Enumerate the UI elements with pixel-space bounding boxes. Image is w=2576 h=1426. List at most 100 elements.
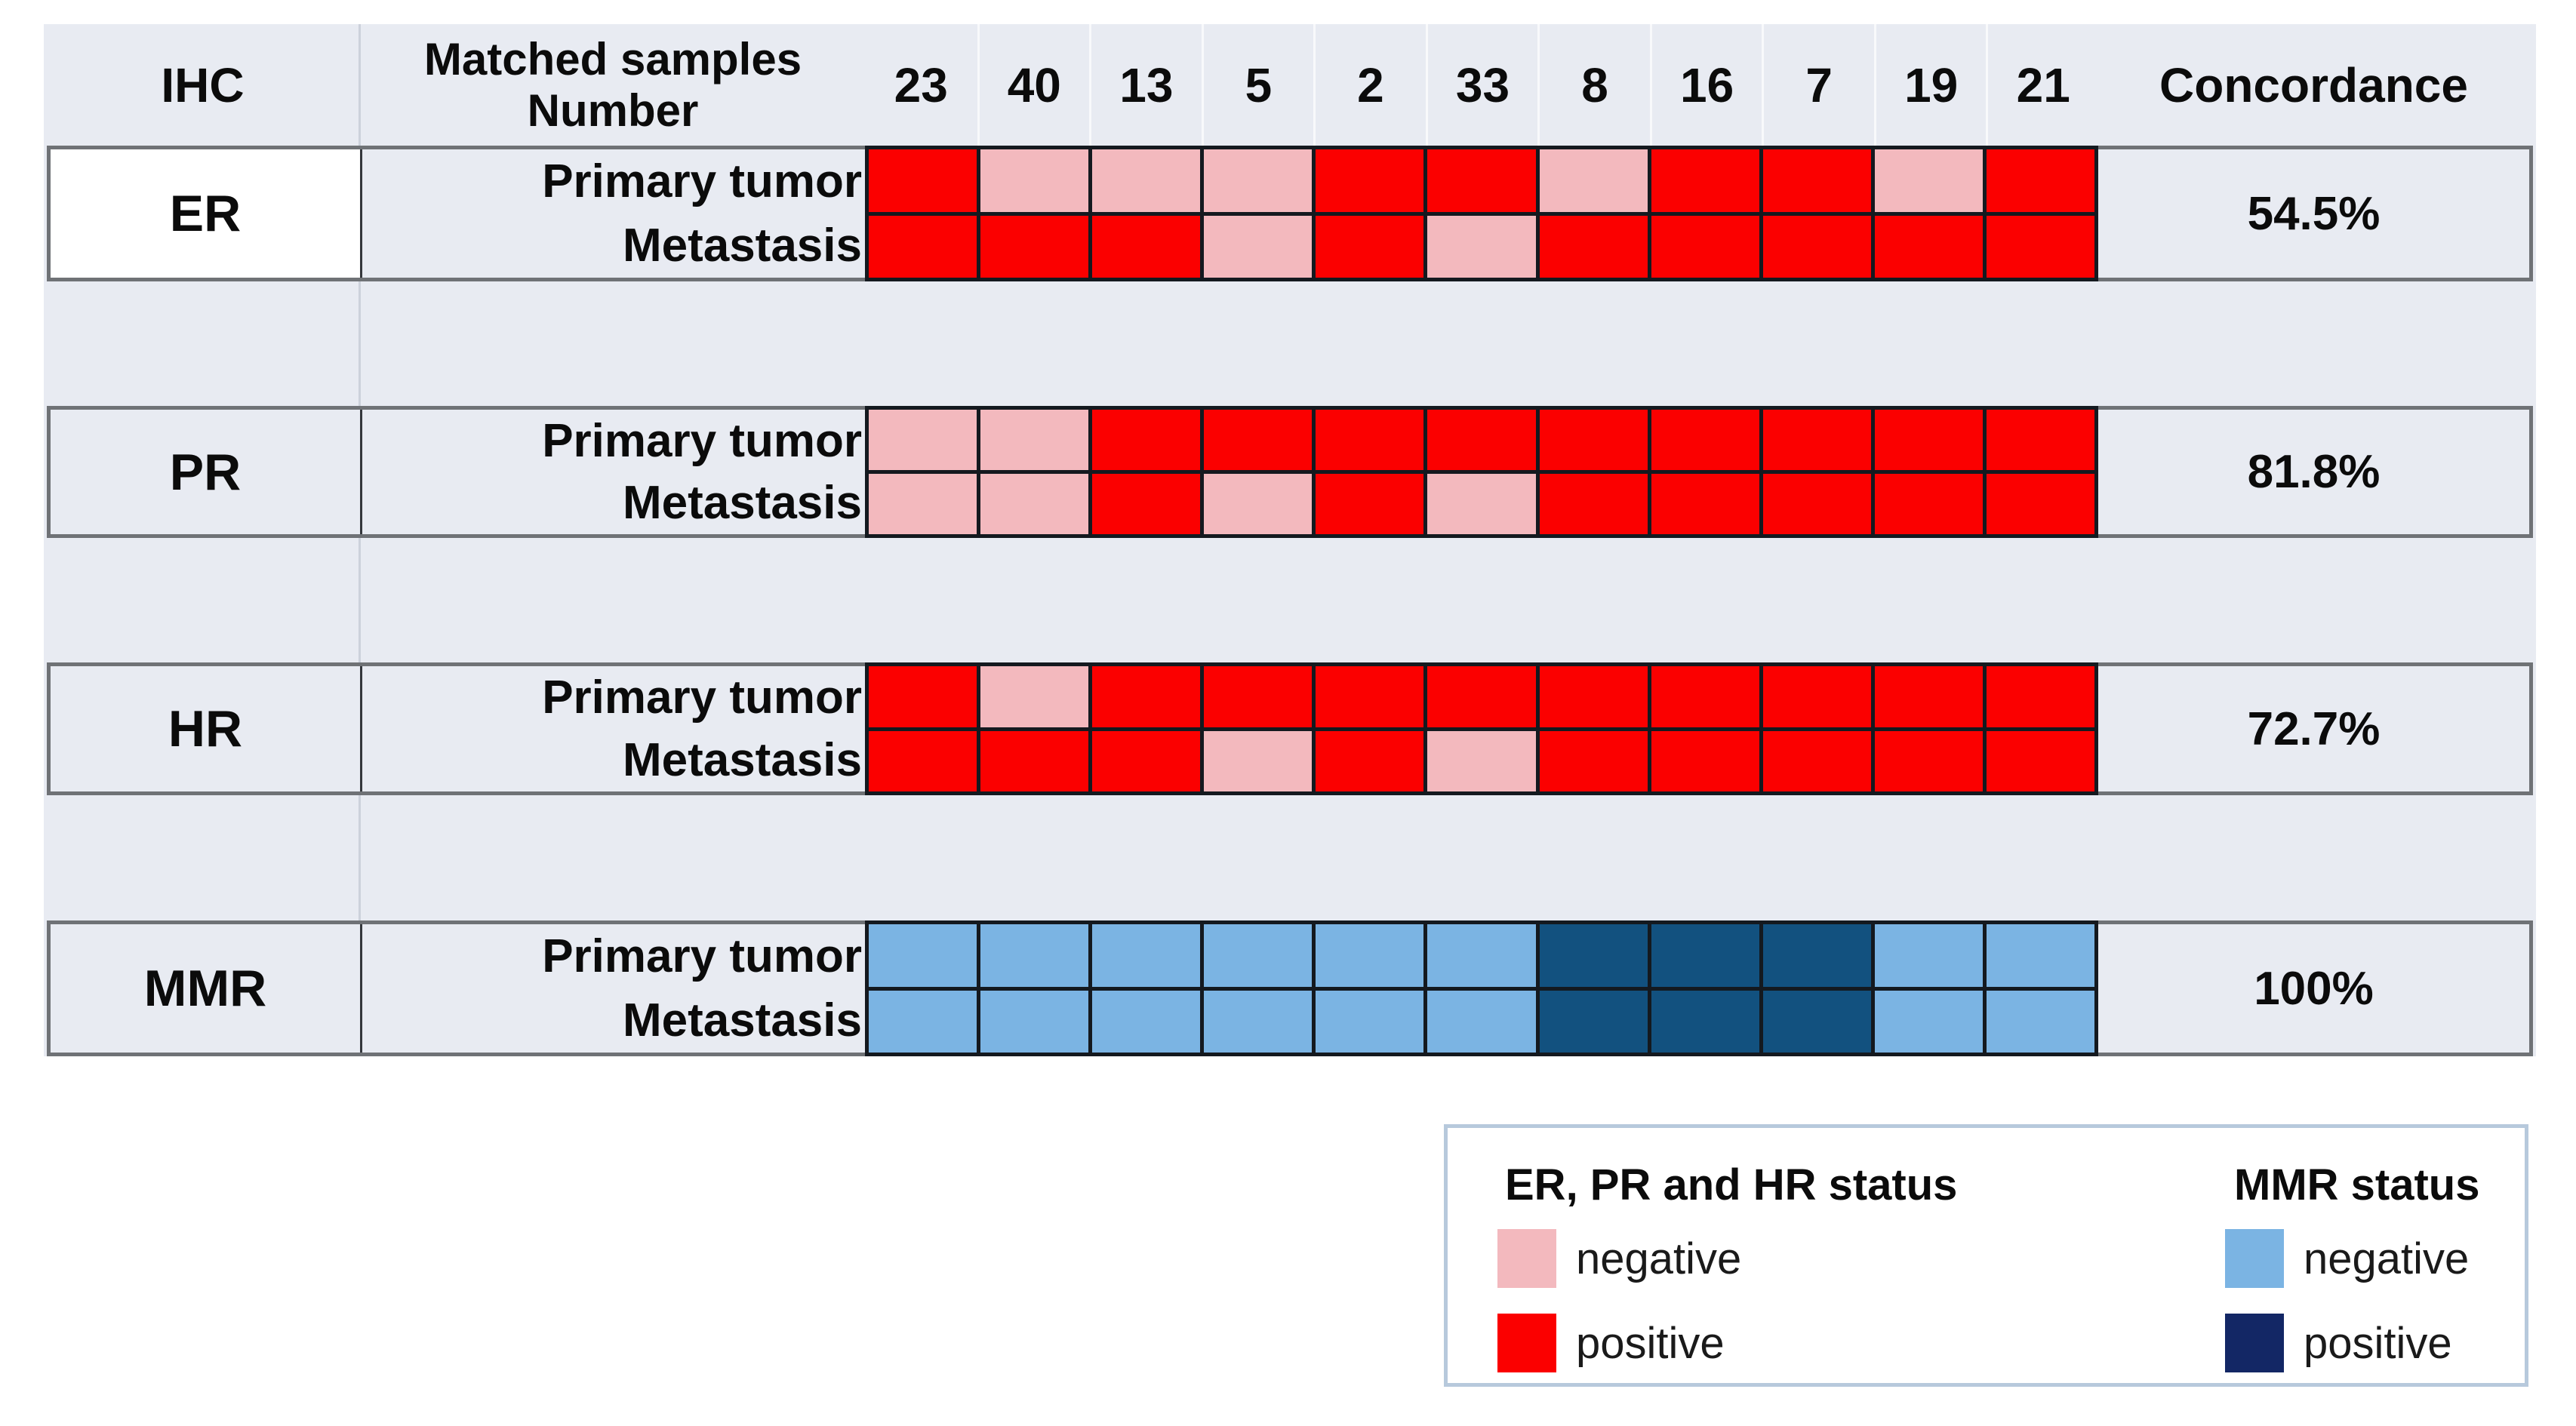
status-cell-positive bbox=[1539, 924, 1648, 987]
status-cell-positive bbox=[1092, 410, 1201, 470]
status-cell-negative bbox=[1204, 474, 1313, 534]
status-cell-positive bbox=[1092, 215, 1201, 278]
row-labels: Primary tumor Metastasis bbox=[362, 924, 865, 1053]
legend-item-hormone-negative: negative bbox=[1497, 1229, 1741, 1288]
status-cell-positive bbox=[1762, 990, 1871, 1053]
marker-block-pr: PR Primary tumor Metastasis 81.8% bbox=[47, 406, 2533, 538]
row-labels: Primary tumor Metastasis bbox=[362, 666, 865, 791]
status-cell-positive bbox=[1539, 215, 1648, 278]
sample-number: 2 bbox=[1313, 24, 1426, 146]
column-header-ihc: IHC bbox=[161, 57, 245, 112]
concordance-value: 54.5% bbox=[2247, 187, 2381, 240]
hormone-positive-swatch bbox=[1497, 1314, 1556, 1372]
status-cell-positive bbox=[1316, 149, 1424, 212]
status-cell-negative bbox=[980, 474, 1089, 534]
metastasis-label: Metastasis bbox=[622, 477, 862, 530]
status-cell-positive bbox=[1539, 730, 1648, 791]
status-cell-positive bbox=[1204, 666, 1313, 727]
status-cell-positive bbox=[1427, 149, 1536, 212]
primary-tumor-label: Primary tumor bbox=[542, 155, 862, 207]
status-cell-negative bbox=[1092, 924, 1201, 987]
sample-number: 7 bbox=[1762, 24, 1874, 146]
legend-title-mmr: MMR status bbox=[2234, 1160, 2480, 1209]
marker-block-mmr: MMR Primary tumor Metastasis 100% bbox=[47, 920, 2533, 1056]
sample-number: 40 bbox=[977, 24, 1090, 146]
legend-item-hormone-positive: positive bbox=[1497, 1314, 1725, 1372]
status-cell-negative bbox=[980, 990, 1089, 1053]
marker-label: PR bbox=[51, 410, 362, 534]
status-cell-positive bbox=[1986, 215, 2094, 278]
mmr-positive-swatch bbox=[2225, 1314, 2284, 1372]
ihc-column-divider bbox=[359, 24, 361, 1056]
legend-label: negative bbox=[1576, 1234, 1742, 1283]
sample-number-row: 23 40 13 5 2 33 8 16 7 19 21 bbox=[865, 24, 2098, 146]
status-cell-positive bbox=[1874, 474, 1983, 534]
status-cell-positive bbox=[1651, 990, 1759, 1053]
status-cell-positive bbox=[1762, 666, 1871, 727]
concordance-value: 72.7% bbox=[2247, 702, 2381, 755]
sample-number: 33 bbox=[1425, 24, 1538, 146]
status-cell-negative bbox=[1204, 924, 1313, 987]
status-cell-positive bbox=[980, 215, 1089, 278]
status-cell-positive bbox=[1986, 730, 2094, 791]
status-cell-negative bbox=[1874, 924, 1983, 987]
sample-number: 19 bbox=[1873, 24, 1987, 146]
status-cell-negative bbox=[980, 924, 1089, 987]
status-cell-negative bbox=[1092, 990, 1201, 1053]
status-cell-positive bbox=[1316, 215, 1424, 278]
status-cell-positive bbox=[1092, 474, 1201, 534]
status-cell-positive bbox=[1762, 730, 1871, 791]
status-cell-positive bbox=[980, 730, 1089, 791]
status-cell-positive bbox=[1539, 474, 1648, 534]
status-cell-positive bbox=[1874, 666, 1983, 727]
status-cell-positive bbox=[1874, 730, 1983, 791]
status-cell-negative bbox=[1427, 924, 1536, 987]
matched-samples-line2: Number bbox=[527, 85, 699, 136]
column-header-matched-samples: Matched samples Number bbox=[361, 24, 865, 146]
legend-label: negative bbox=[2304, 1234, 2470, 1283]
sample-number: 13 bbox=[1089, 24, 1202, 146]
primary-tumor-label: Primary tumor bbox=[542, 672, 862, 724]
status-cell-positive bbox=[1651, 666, 1759, 727]
status-cell-negative bbox=[1316, 990, 1424, 1053]
status-cell-positive bbox=[1986, 474, 2094, 534]
legend-item-mmr-negative: negative bbox=[2225, 1229, 2469, 1288]
status-cell-negative bbox=[1316, 924, 1424, 987]
sample-number: 16 bbox=[1649, 24, 1762, 146]
status-cell-positive bbox=[1316, 666, 1424, 727]
status-cell-negative bbox=[1427, 990, 1536, 1053]
metastasis-label: Metastasis bbox=[622, 734, 862, 786]
status-cell-negative bbox=[1874, 149, 1983, 212]
marker-label: MMR bbox=[51, 924, 362, 1053]
status-cell-negative bbox=[1874, 990, 1983, 1053]
sample-number: 5 bbox=[1201, 24, 1314, 146]
status-cell-negative bbox=[869, 474, 977, 534]
hormone-negative-swatch bbox=[1497, 1229, 1556, 1288]
status-cell-positive bbox=[869, 215, 977, 278]
status-cell-positive bbox=[869, 730, 977, 791]
status-cell-positive bbox=[1874, 410, 1983, 470]
status-grid bbox=[865, 406, 2098, 538]
status-cell-positive bbox=[1762, 149, 1871, 212]
status-cell-negative bbox=[1539, 149, 1648, 212]
status-cell-positive bbox=[1762, 924, 1871, 987]
status-cell-positive bbox=[1092, 666, 1201, 727]
status-cell-negative bbox=[1204, 990, 1313, 1053]
concordance-value: 100% bbox=[2254, 962, 2374, 1015]
status-cell-positive bbox=[1651, 730, 1759, 791]
sample-number: 21 bbox=[1986, 24, 2098, 146]
status-cell-positive bbox=[1204, 410, 1313, 470]
status-cell-positive bbox=[1762, 410, 1871, 470]
status-cell-positive bbox=[1986, 666, 2094, 727]
status-cell-negative bbox=[1986, 924, 2094, 987]
status-cell-negative bbox=[1427, 215, 1536, 278]
status-cell-negative bbox=[869, 990, 977, 1053]
status-cell-positive bbox=[1986, 410, 2094, 470]
status-cell-positive bbox=[1762, 474, 1871, 534]
marker-label: ER bbox=[51, 149, 362, 278]
status-cell-positive bbox=[1316, 410, 1424, 470]
status-cell-positive bbox=[1986, 149, 2094, 212]
status-cell-positive bbox=[1316, 474, 1424, 534]
status-cell-positive bbox=[869, 149, 977, 212]
